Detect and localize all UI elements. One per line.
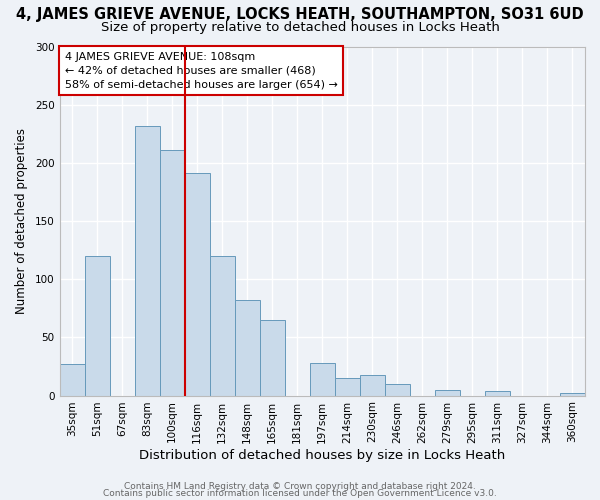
X-axis label: Distribution of detached houses by size in Locks Heath: Distribution of detached houses by size … — [139, 450, 505, 462]
Text: Size of property relative to detached houses in Locks Heath: Size of property relative to detached ho… — [101, 21, 499, 34]
Bar — [560, 393, 585, 396]
Bar — [160, 150, 185, 396]
Bar — [185, 174, 209, 396]
Bar — [209, 256, 235, 396]
Bar — [335, 378, 360, 396]
Text: Contains HM Land Registry data © Crown copyright and database right 2024.: Contains HM Land Registry data © Crown c… — [124, 482, 476, 491]
Text: Contains public sector information licensed under the Open Government Licence v3: Contains public sector information licen… — [103, 489, 497, 498]
Bar — [310, 363, 335, 396]
Bar — [435, 390, 460, 396]
Bar — [260, 320, 285, 396]
Bar — [360, 374, 385, 396]
Text: 4 JAMES GRIEVE AVENUE: 108sqm
← 42% of detached houses are smaller (468)
58% of : 4 JAMES GRIEVE AVENUE: 108sqm ← 42% of d… — [65, 52, 338, 90]
Text: 4, JAMES GRIEVE AVENUE, LOCKS HEATH, SOUTHAMPTON, SO31 6UD: 4, JAMES GRIEVE AVENUE, LOCKS HEATH, SOU… — [16, 8, 584, 22]
Bar — [59, 364, 85, 396]
Bar — [235, 300, 260, 396]
Bar — [134, 126, 160, 396]
Bar — [85, 256, 110, 396]
Y-axis label: Number of detached properties: Number of detached properties — [15, 128, 28, 314]
Bar — [385, 384, 410, 396]
Bar — [485, 391, 510, 396]
